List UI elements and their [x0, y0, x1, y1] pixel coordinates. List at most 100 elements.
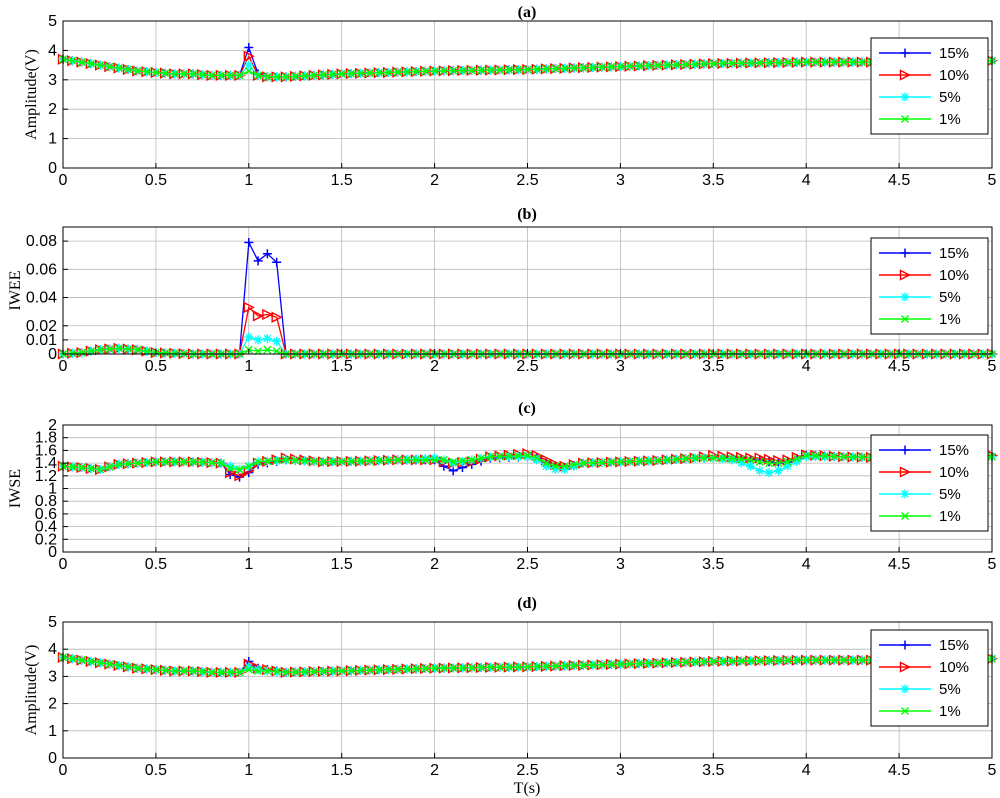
data-point-1pct	[365, 666, 374, 675]
data-point-1pct	[857, 656, 866, 665]
data-point-1pct	[68, 56, 77, 65]
x-tick-label: 0	[59, 358, 68, 375]
data-point-1pct	[402, 665, 411, 674]
x-tick-label: 0.5	[145, 556, 167, 573]
x-tick-label: 2	[430, 762, 439, 779]
legend: 15% 10% 5% 1%	[870, 434, 989, 532]
data-point-1pct	[430, 66, 439, 75]
data-point-1pct	[384, 456, 393, 465]
data-point-1pct	[727, 454, 736, 463]
legend-label: 10%	[939, 267, 969, 284]
data-point-1pct	[588, 63, 597, 72]
legend-label: 15%	[939, 637, 969, 654]
data-point-1pct	[96, 345, 105, 354]
data-point-1pct	[114, 344, 123, 353]
data-point-1pct	[802, 451, 811, 460]
data-point-1pct	[142, 458, 151, 467]
legend-marker	[900, 684, 910, 694]
x-tick-label: 0	[59, 556, 68, 573]
data-point-1pct	[700, 59, 709, 68]
data-point-1pct	[384, 665, 393, 674]
legend-label: 10%	[939, 67, 969, 84]
data-point-1pct	[235, 668, 244, 677]
data-point-1pct	[839, 452, 848, 461]
data-point-1pct	[560, 462, 569, 471]
data-point-1pct	[272, 456, 281, 465]
data-point-1pct	[337, 666, 346, 675]
y-tick-label: 1	[48, 131, 57, 148]
y-tick-label: 0.2	[35, 531, 57, 548]
data-point-1pct	[346, 69, 355, 78]
y-tick-label: 4	[48, 42, 57, 59]
data-point-1pct	[765, 459, 774, 468]
data-point-1pct	[551, 662, 560, 671]
data-point-1pct	[105, 62, 114, 71]
y-tick-label: 3	[48, 72, 57, 89]
data-point-5pct	[244, 60, 254, 70]
y-tick-label: 5	[48, 13, 57, 30]
data-point-1pct	[737, 59, 746, 68]
data-point-1pct	[244, 66, 253, 75]
data-point-5pct	[244, 662, 254, 672]
data-point-5pct	[262, 333, 272, 343]
data-point-1pct	[830, 656, 839, 665]
data-point-1pct	[542, 64, 551, 73]
data-point-1pct	[384, 68, 393, 77]
data-point-1pct	[560, 64, 569, 73]
data-point-1pct	[77, 656, 86, 665]
data-point-1pct	[412, 664, 421, 673]
y-tick-label: 5	[48, 614, 57, 631]
data-point-1pct	[746, 455, 755, 464]
data-point-1pct	[830, 58, 839, 67]
data-point-1pct	[542, 459, 551, 468]
x-tick-label: 4.5	[888, 762, 910, 779]
x-tick-label: 4.5	[888, 556, 910, 573]
data-point-5pct	[448, 458, 458, 468]
subplot-title: (d)	[517, 595, 537, 612]
data-point-1pct	[124, 459, 133, 468]
data-point-1pct	[365, 456, 374, 465]
data-point-1pct	[811, 656, 820, 665]
x-tick-label: 3.5	[702, 556, 724, 573]
data-point-1pct	[495, 663, 504, 672]
data-point-1pct	[226, 464, 235, 473]
data-point-1pct	[254, 71, 263, 80]
data-point-5pct	[773, 466, 783, 476]
data-point-1pct	[402, 67, 411, 76]
y-tick-label: 1.4	[35, 455, 57, 472]
x-tick-label: 1	[244, 762, 253, 779]
data-point-1pct	[402, 455, 411, 464]
data-point-1pct	[263, 666, 272, 675]
y-tick-label: 1.8	[35, 430, 57, 447]
data-point-1pct	[569, 64, 578, 73]
data-point-1pct	[263, 72, 272, 81]
x-tick-label: 1.5	[331, 172, 353, 189]
legend-label: 15%	[939, 245, 969, 262]
data-point-5pct	[745, 461, 755, 471]
data-point-1pct	[662, 61, 671, 70]
y-tick-label: 0.08	[26, 233, 57, 250]
data-point-5pct	[764, 468, 774, 478]
legend-marker	[901, 512, 909, 520]
data-point-1pct	[291, 668, 300, 677]
data-point-1pct	[569, 460, 578, 469]
data-point-1pct	[161, 348, 170, 357]
data-point-1pct	[783, 58, 792, 67]
legend-label: 5%	[939, 681, 961, 698]
x-tick-label: 3.5	[702, 172, 724, 189]
data-point-1pct	[774, 459, 783, 468]
data-point-10pct	[271, 311, 283, 323]
data-point-1pct	[263, 345, 272, 354]
data-point-10pct	[243, 50, 255, 62]
data-point-5pct	[569, 461, 579, 471]
data-point-1pct	[607, 458, 616, 467]
data-point-5pct	[550, 464, 560, 474]
data-point-1pct	[672, 60, 681, 69]
data-point-1pct	[133, 664, 142, 673]
data-point-1pct	[839, 58, 848, 67]
data-point-1pct	[672, 455, 681, 464]
data-point-1pct	[272, 667, 281, 676]
data-point-1pct	[495, 65, 504, 74]
y-axis-label: Amplitude(V)	[23, 49, 40, 140]
data-point-1pct	[133, 459, 142, 468]
